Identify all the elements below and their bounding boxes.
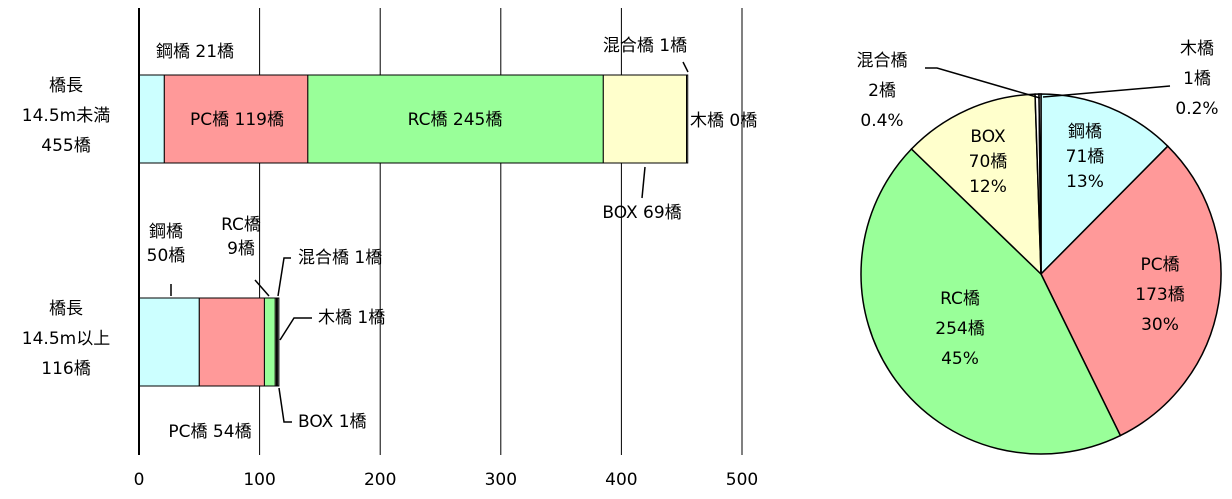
leader-pie-mixed	[925, 67, 1041, 99]
leader-mixed-row-0	[682, 61, 689, 73]
bar-label-box-row-1: BOX 1橋	[298, 412, 367, 432]
category-label-1-line: 14.5m以上	[22, 329, 110, 349]
pie-label-pc-line: PC橋	[1140, 255, 1179, 275]
bar-label-pc-row-1: PC橋 54橋	[168, 422, 251, 442]
pie-label-box: BOX 70橋 12%	[969, 127, 1008, 197]
pie-label-box-line: 12%	[969, 177, 1007, 197]
bar-mixed-row-0	[686, 74, 689, 164]
bar-label-mixed-row-0: 混合橋 1橋	[603, 36, 687, 56]
pie-label-steel-line: 71橋	[1066, 147, 1105, 167]
bar-rc-row-0	[307, 74, 604, 164]
bar-steel-row-0	[138, 74, 165, 164]
bar-label-rc-row-1-line: 9橋	[227, 239, 255, 259]
category-label-1-line: 116橋	[41, 359, 90, 379]
pie-label-rc: RC橋 254橋 45%	[935, 289, 984, 369]
category-label-0: 橋長 14.5m未満 455橋	[22, 76, 110, 156]
leader-rc-row-1	[254, 279, 270, 297]
bar-mixed-row-1	[277, 297, 280, 387]
category-label-1: 橋長 14.5m以上 116橋	[22, 299, 110, 379]
bar-label-rc-row-0: RC橋 245橋	[408, 110, 503, 130]
pie-slice-steel	[1040, 93, 1169, 276]
pie-slice-wood	[1038, 93, 1042, 275]
pie-label-rc-line: 254橋	[935, 319, 984, 339]
x-tick-label-0: 0	[134, 470, 145, 490]
pie-label-pc: PC橋 173橋 30%	[1135, 255, 1184, 335]
pie-label-rc-line: RC橋	[940, 289, 980, 309]
x-tick-label-300: 300	[485, 470, 517, 490]
bar-label-steel-row-1-line: 50橋	[147, 246, 186, 266]
pie-label-steel-line: 鋼橋	[1068, 122, 1102, 142]
pie-slice-rc	[860, 147, 1122, 455]
bar-label-rc-row-1-line: RC橋	[221, 215, 261, 235]
x-tick-label-100: 100	[243, 470, 275, 490]
bar-label-wood-row-0: 木橋 0橋	[690, 111, 757, 131]
pie-label-steel-line: 13%	[1066, 172, 1104, 192]
bar-label-pc-row-0: PC橋 119橋	[190, 110, 284, 130]
x-tick-label-400: 400	[605, 470, 637, 490]
category-label-0-line: 14.5m未満	[22, 106, 110, 126]
pie-label-mixed: 混合橋 2橋 0.4%	[857, 51, 908, 131]
leader-pie-wood	[1042, 85, 1171, 98]
bar-label-wood-row-1: 木橋 1橋	[318, 308, 385, 328]
pie-label-box-line: 70橋	[969, 152, 1008, 172]
bar-label-box-row-0: BOX 69橋	[602, 203, 681, 223]
pie-label-mixed-line: 2橋	[868, 81, 896, 101]
bar-label-rc-row-1: RC橋 9橋	[221, 215, 261, 259]
bar-label-steel-row-0: 鋼橋 21橋	[156, 42, 234, 62]
bar-rc-row-1	[263, 297, 276, 387]
pie-label-mixed-line: 0.4%	[860, 111, 903, 131]
x-tick-label-200: 200	[364, 470, 396, 490]
category-label-0-line: 455橋	[41, 136, 90, 156]
bar-pc-row-1	[198, 297, 265, 387]
pie-label-box-line: BOX	[970, 127, 1006, 147]
pie-label-pc-line: 30%	[1141, 315, 1179, 335]
leader-box-row-0	[641, 166, 646, 199]
bar-label-mixed-row-1: 混合橋 1橋	[298, 248, 382, 268]
pie-label-rc-line: 45%	[941, 349, 979, 369]
bar-label-steel-row-1: 鋼橋 50橋	[147, 222, 186, 266]
bar-label-steel-row-1-line: 鋼橋	[149, 222, 183, 242]
pie-label-wood-line: 0.2%	[1175, 99, 1218, 119]
category-label-1-line: 橋長	[49, 299, 83, 319]
pie-label-steel: 鋼橋 71橋 13%	[1066, 122, 1105, 192]
bar-pc-row-0	[163, 74, 309, 164]
pie-label-pc-line: 173橋	[1135, 285, 1184, 305]
leader-box-row-1	[278, 387, 292, 423]
pie-label-wood: 木橋 1橋 0.2%	[1175, 39, 1218, 119]
category-label-0-line: 橋長	[49, 76, 83, 96]
bar-steel-row-1	[138, 297, 200, 387]
pie-slice-pc	[1040, 145, 1222, 437]
x-tick-label-500: 500	[726, 470, 758, 490]
bar-box-row-0	[602, 74, 688, 164]
pie-label-mixed-line: 混合橋	[857, 51, 908, 71]
leader-wood-row-1	[279, 317, 312, 341]
pie-label-wood-line: 木橋	[1180, 39, 1214, 59]
leader-mixed-row-1	[277, 257, 291, 297]
pie-label-wood-line: 1橋	[1183, 69, 1211, 89]
